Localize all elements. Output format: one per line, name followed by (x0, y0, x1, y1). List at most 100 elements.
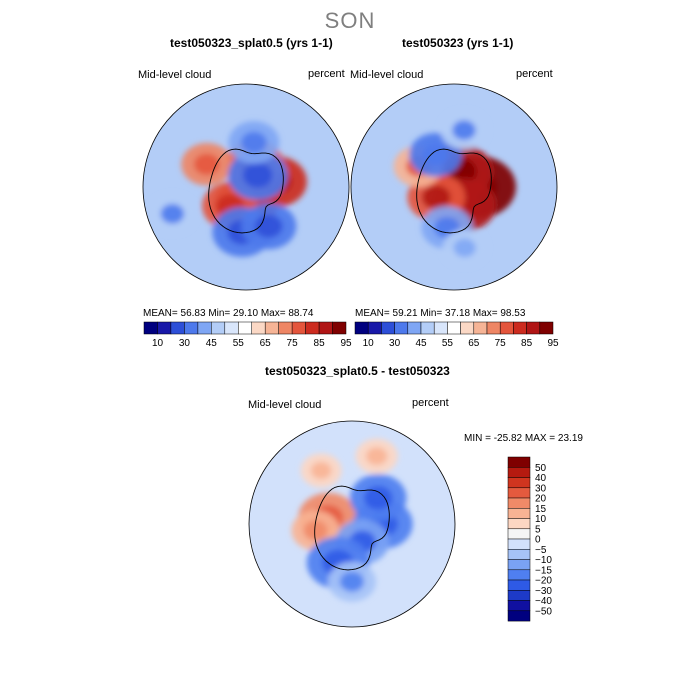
colorbar-right-label-0: 10 (363, 338, 375, 349)
colorbar-diff-label-3: 20 (535, 494, 547, 505)
blob-core-left-9 (160, 204, 185, 224)
colorbar-left-box-4 (197, 321, 212, 335)
season-title: SON (324, 8, 376, 33)
left-panel-title: test050323_splat0.5 (yrs 1-1) (170, 36, 333, 50)
colorbar-right-label-1: 30 (389, 338, 401, 349)
colorbar-right-box-0 (354, 321, 369, 335)
colorbar-diff-box-9 (507, 549, 531, 560)
colorbar-diff-box-3 (507, 487, 531, 499)
blob-core-right-8 (453, 238, 476, 258)
colorbar-left-box-13 (318, 321, 333, 335)
right-stats: MEAN= 59.21 Min= 37.18 Max= 98.53 (355, 308, 526, 319)
diff-panel-title: test050323_splat0.5 - test050323 (265, 364, 450, 378)
colorbar-diff-label-2: 30 (535, 483, 547, 494)
blob-core-diff-1 (303, 520, 328, 541)
colorbar-left-label-4: 65 (260, 338, 272, 349)
left-field-label: Mid-level cloud (138, 69, 212, 81)
colorbar-right-box-7 (447, 321, 461, 335)
colorbar-left-box-9 (264, 321, 279, 335)
colorbar-diff-label-9: −10 (535, 555, 552, 566)
colorbar-right-box-6 (433, 321, 448, 335)
colorbar-diff-box-13 (507, 590, 531, 601)
colorbar-diff-box-2 (507, 477, 531, 489)
colorbar-left-box-8 (251, 321, 266, 335)
blob-core-right-5 (422, 143, 449, 166)
blob-core-left-5 (242, 162, 273, 188)
colorbar-diff-label-0: 50 (535, 463, 547, 474)
colorbar-left-box-0 (143, 321, 158, 335)
colorbar-left-box-10 (278, 321, 293, 335)
colorbar-diff-box-11 (507, 569, 531, 581)
colorbar-diff-label-7: 0 (535, 535, 541, 546)
colorbar-right-box-12 (513, 321, 527, 335)
left-stats: MEAN= 56.83 Min= 29.10 Max= 88.74 (143, 308, 314, 319)
colorbar-diff-box-1 (507, 467, 531, 478)
colorbar-left-box-7 (238, 321, 253, 335)
blob-core-diff-6 (340, 571, 364, 592)
blob-core-right-3 (421, 185, 451, 210)
coastline-left (208, 148, 284, 234)
colorbar-left-label-2: 45 (206, 338, 218, 349)
colorbar-diff-label-13: −40 (535, 596, 552, 607)
colorbar-diff-label-12: −30 (535, 586, 552, 597)
colorbar-right-label-7: 95 (547, 338, 559, 349)
colorbar-left-label-3: 55 (233, 338, 245, 349)
colorbar-left-label-1: 30 (179, 338, 191, 349)
right-panel-title: test050323 (yrs 1-1) (402, 36, 514, 50)
colorbar-diff-label-10: −15 (535, 565, 552, 576)
colorbar-left-label-6: 85 (314, 338, 326, 349)
map-border-left (142, 83, 350, 291)
colorbar-left-box-1 (157, 321, 172, 335)
colorbar-right-label-5: 75 (495, 338, 507, 349)
coastline-diff (314, 485, 390, 571)
right-units-label: percent (516, 68, 553, 80)
colorbar-left-box-14 (332, 321, 347, 335)
blob-core-left-7 (254, 214, 283, 238)
blob-core-left-4 (194, 153, 220, 175)
colorbar-right-box-14 (539, 321, 554, 335)
colorbar-right-label-6: 85 (521, 338, 533, 349)
colorbar-diff-label-14: −50 (535, 606, 552, 617)
map-right (351, 84, 557, 290)
colorbar-diff-box-12 (507, 579, 531, 591)
colorbar-diff-box-14 (507, 600, 531, 612)
blob-core-left-8 (241, 131, 267, 153)
colorbar-diff-label-8: −5 (535, 545, 547, 556)
colorbar-right-box-1 (367, 321, 382, 335)
colorbar-right-label-3: 55 (442, 338, 454, 349)
colorbar-diff-box-4 (507, 497, 531, 509)
colorbar-right-box-2 (381, 321, 395, 335)
colorbar-right-box-8 (460, 321, 475, 335)
colorbar-diff-box-0 (507, 456, 531, 468)
diff-units-label: percent (412, 397, 449, 409)
colorbar-diff-label-5: 10 (535, 514, 547, 525)
colorbar-diff-label-6: 5 (535, 524, 541, 535)
diff-minmax: MIN = -25.82 MAX = 23.19 (464, 433, 583, 444)
map-border-right (350, 83, 558, 291)
colorbar-right-box-3 (394, 321, 409, 335)
colorbar-left-box-12 (305, 321, 320, 335)
blob-core-diff-8 (310, 462, 332, 479)
colorbar-diff-label-4: 15 (535, 504, 547, 515)
colorbar-left-box-6 (224, 321, 239, 335)
colorbar-right-label-2: 45 (415, 338, 427, 349)
blob-core-diff-7 (366, 447, 388, 466)
colorbar-left-box-2 (170, 321, 185, 335)
colorbar-left-box-3 (184, 321, 199, 335)
right-field-label: Mid-level cloud (350, 69, 424, 81)
colorbar-right-box-10 (486, 321, 501, 335)
diff-field-label: Mid-level cloud (248, 399, 322, 411)
colorbar-right-box-5 (420, 321, 435, 335)
left-units-label: percent (308, 68, 345, 80)
colorbar-left-box-11 (291, 321, 306, 335)
colorbar-diff-box-15 (507, 610, 531, 622)
colorbar-left-label-0: 10 (152, 338, 164, 349)
colorbar-left-box-5 (211, 321, 226, 335)
blob-core-right-7 (452, 120, 476, 140)
coastline-right (416, 148, 492, 234)
map-diff (249, 421, 455, 627)
colorbar-diff-label-1: 40 (535, 473, 547, 484)
colorbar-right-box-9 (473, 321, 488, 335)
map-left (143, 84, 349, 290)
